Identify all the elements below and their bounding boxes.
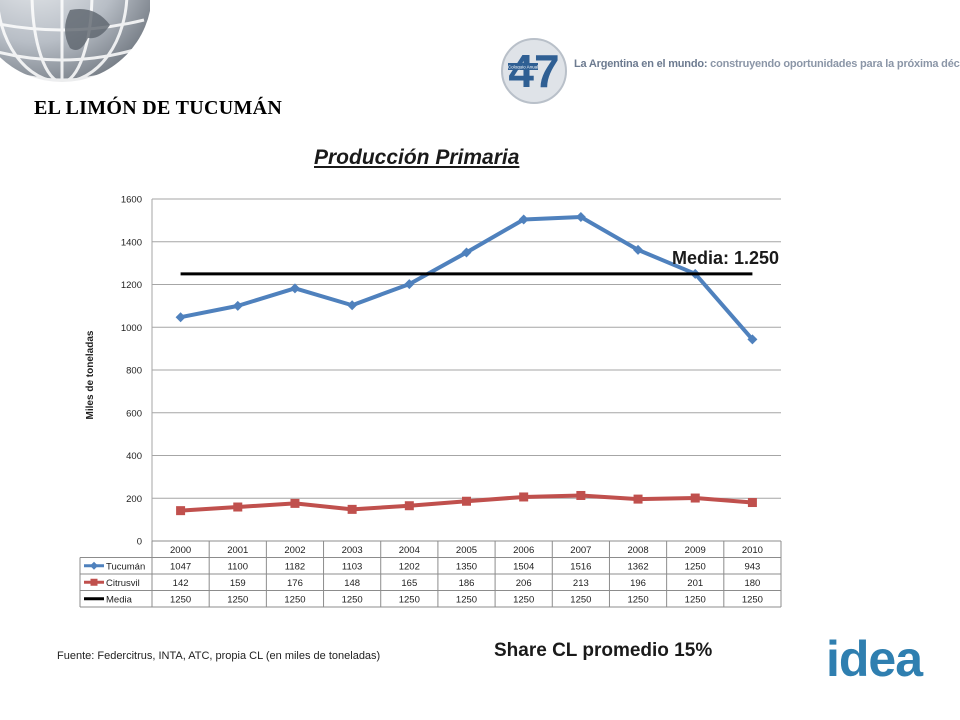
data-label-citrusvil: 165 <box>401 578 417 589</box>
x-tick-label: 2008 <box>627 545 648 556</box>
data-point-tucuman <box>232 300 243 311</box>
y-tick-label: 1600 <box>121 195 142 206</box>
data-label-tucuman: 1103 <box>342 561 362 572</box>
data-label-media: 1250 <box>170 594 191 605</box>
legend-label-media: Media <box>106 594 133 605</box>
data-label-tucuman: 1182 <box>285 561 305 572</box>
data-label-citrusvil: 201 <box>687 578 703 589</box>
slide-title: EL LIMÓN DE TUCUMÁN <box>34 97 283 119</box>
data-label-media: 1250 <box>513 594 534 605</box>
data-label-media: 1250 <box>227 594 248 605</box>
data-point-citrusvil <box>633 494 643 504</box>
share-note: Share CL promedio 15% <box>494 640 713 661</box>
legend-label-tucuman: Tucumán <box>106 561 145 572</box>
x-tick-label: 2007 <box>570 545 591 556</box>
data-point-citrusvil <box>176 506 186 516</box>
data-label-media: 1250 <box>742 594 763 605</box>
x-tick-label: 2005 <box>456 545 477 556</box>
data-label-media: 1250 <box>342 594 363 605</box>
series-line-tucuman <box>180 214 754 341</box>
data-label-tucuman: 1516 <box>570 561 591 572</box>
data-point-citrusvil <box>290 498 300 508</box>
data-label-tucuman: 1362 <box>627 561 648 572</box>
y-tick-label: 1000 <box>121 323 142 334</box>
data-point-tucuman <box>461 247 472 258</box>
data-point-tucuman <box>289 283 300 294</box>
data-label-tucuman: 1202 <box>399 561 420 572</box>
x-tick-label: 2006 <box>513 545 534 556</box>
x-tick-label: 2010 <box>742 545 763 556</box>
logo-badge-subtitle: Coloquio Anual <box>508 65 538 70</box>
y-tick-label: 1200 <box>121 280 142 291</box>
logo-badge-number: 47 <box>508 45 559 97</box>
y-tick-label: 0 <box>137 537 142 548</box>
data-label-media: 1250 <box>685 594 706 605</box>
data-label-tucuman: 1100 <box>228 561 248 572</box>
header-tagline-strong: La Argentina en el mundo: <box>574 58 708 70</box>
data-point-citrusvil <box>404 501 414 511</box>
y-tick-label: 400 <box>126 451 142 462</box>
y-axis-label: Miles de toneladas <box>85 330 96 419</box>
data-label-tucuman: 1504 <box>513 561 534 572</box>
data-label-citrusvil: 142 <box>173 578 189 589</box>
y-tick-label: 800 <box>126 366 142 377</box>
chart-title: Producción Primaria <box>314 146 520 169</box>
x-tick-label: 2000 <box>170 545 191 556</box>
data-point-citrusvil <box>576 490 586 500</box>
data-label-citrusvil: 213 <box>573 578 589 589</box>
data-point-citrusvil <box>233 502 243 512</box>
data-point-tucuman <box>347 300 358 311</box>
coloquio-47-logo: 47 Coloquio Anual <box>501 38 567 104</box>
x-tick-label: 2004 <box>399 545 420 556</box>
globe-graphic <box>0 0 150 84</box>
x-tick-label: 2009 <box>685 545 706 556</box>
data-label-citrusvil: 159 <box>230 578 246 589</box>
data-label-media: 1250 <box>570 594 591 605</box>
header-tagline-rest: construyendo oportunidades para la próxi… <box>707 58 960 70</box>
header-tagline: La Argentina en el mundo: construyendo o… <box>574 58 960 70</box>
data-label-tucuman: 1250 <box>685 561 706 572</box>
data-label-tucuman: 943 <box>744 561 760 572</box>
y-tick-label: 1400 <box>121 237 142 248</box>
data-point-tucuman <box>633 244 644 255</box>
data-label-media: 1250 <box>456 594 477 605</box>
legend-label-citrusvil: Citrusvil <box>106 578 140 589</box>
data-label-citrusvil: 206 <box>516 578 532 589</box>
data-point-citrusvil <box>690 493 700 503</box>
data-label-citrusvil: 180 <box>744 578 760 589</box>
data-point-tucuman <box>518 214 529 225</box>
data-point-tucuman <box>747 334 758 345</box>
data-label-citrusvil: 176 <box>287 578 303 589</box>
data-point-citrusvil <box>462 496 471 506</box>
data-label-media: 1250 <box>284 594 305 605</box>
data-label-citrusvil: 186 <box>459 578 475 589</box>
data-label-media: 1250 <box>627 594 648 605</box>
data-point-citrusvil <box>347 504 357 514</box>
legend-marker-citrusvil <box>90 578 98 586</box>
y-tick-label: 600 <box>126 408 142 419</box>
data-label-citrusvil: 196 <box>630 578 646 589</box>
data-point-citrusvil <box>747 498 757 508</box>
media-annotation: Media: 1.250 <box>672 248 779 268</box>
data-label-tucuman: 1350 <box>456 561 477 572</box>
x-tick-label: 2003 <box>342 545 363 556</box>
legend-marker-tucuman <box>90 561 98 570</box>
data-label-tucuman: 1047 <box>170 561 191 572</box>
data-label-citrusvil: 148 <box>344 578 360 589</box>
x-tick-label: 2001 <box>227 545 248 556</box>
x-tick-label: 2002 <box>284 545 305 556</box>
idea-logo: idea <box>826 631 923 687</box>
y-tick-label: 200 <box>126 494 142 505</box>
data-point-citrusvil <box>519 492 529 502</box>
data-point-tucuman <box>404 279 415 290</box>
data-point-tucuman <box>575 211 586 222</box>
data-point-tucuman <box>175 312 186 323</box>
data-label-media: 1250 <box>399 594 420 605</box>
source-note: Fuente: Federcitrus, INTA, ATC, propia C… <box>57 650 381 662</box>
